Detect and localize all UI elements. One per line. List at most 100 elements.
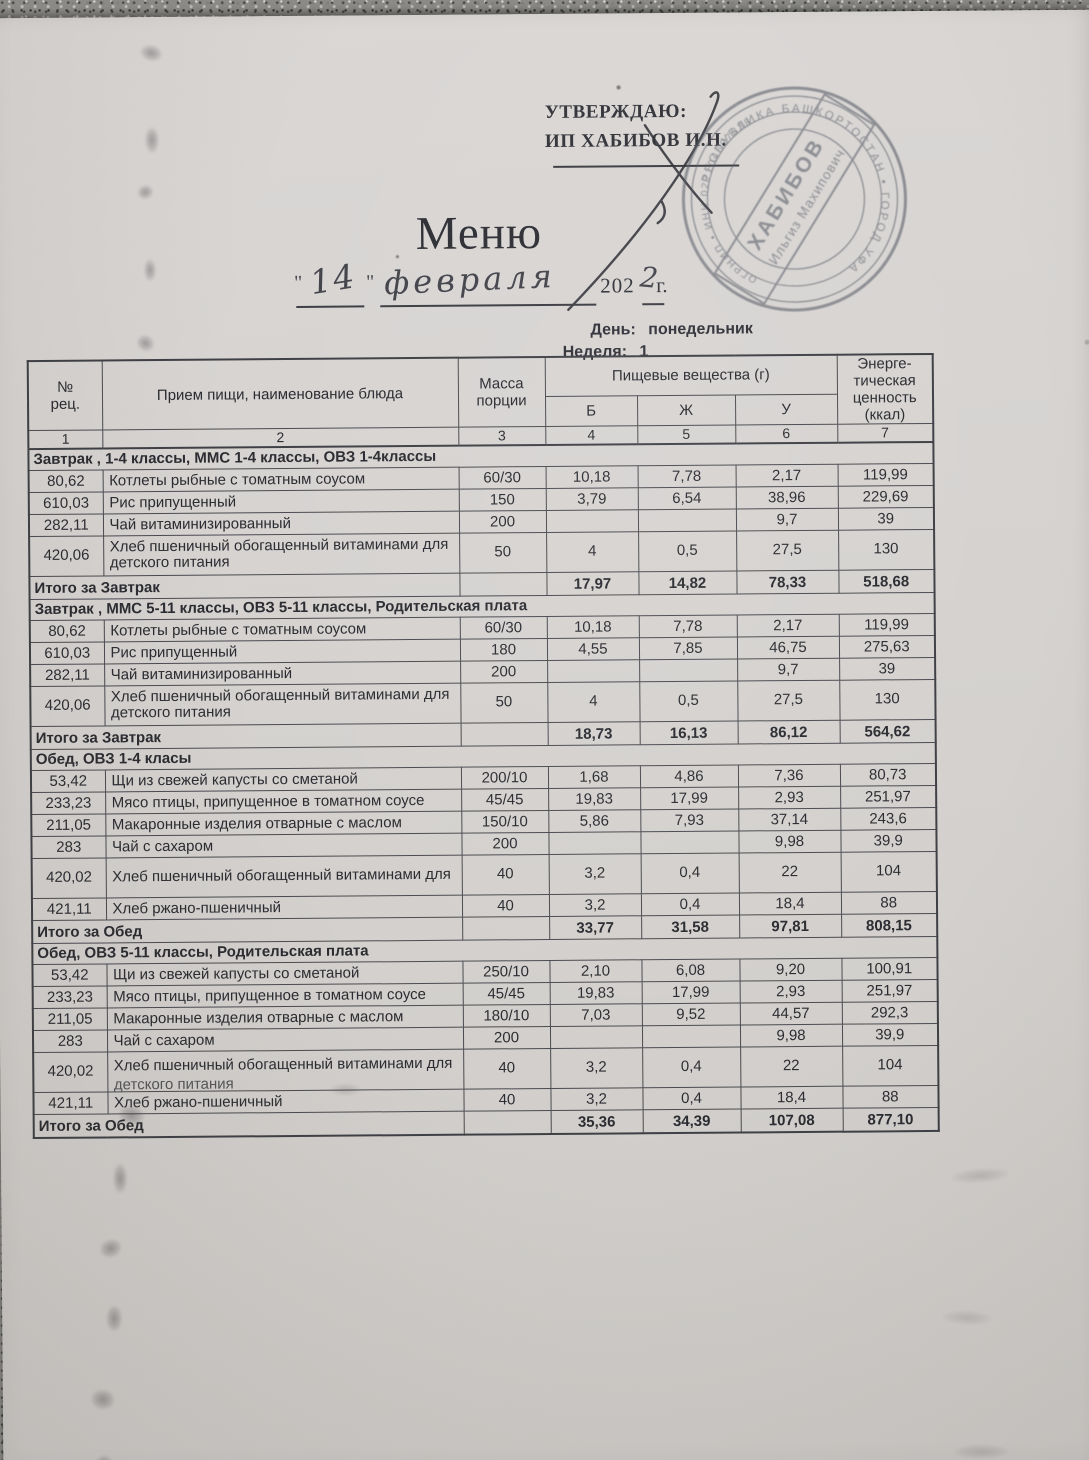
cell-zh: 7,78 [637, 465, 736, 488]
total-b: 33,77 [549, 915, 642, 940]
cell-dish: Щи из свежей капусты со сметаной [104, 767, 462, 792]
cell-kcal: 104 [842, 1045, 939, 1087]
dish-name: Щи из свежей капусты со сметаной [111, 770, 358, 790]
cell-zh: 7,78 [638, 615, 737, 638]
col-number: 4 [545, 425, 638, 446]
cell-b: 4,55 [546, 637, 640, 661]
cell-b: 2,10 [549, 959, 642, 983]
cell-dish: Рис припущенный [102, 489, 459, 514]
cell-zh: 0,5 [639, 681, 738, 722]
cell-kcal: 251,97 [841, 979, 938, 1003]
menu-dish-row: 420,06 Хлеб пшеничный обогащенный витамин… [29, 529, 935, 577]
cell-num: 53,42 [32, 963, 107, 987]
cell-u: 2,93 [738, 786, 841, 810]
cell-b: 3,2 [550, 1047, 643, 1089]
col-number: 3 [458, 426, 546, 446]
cell-kcal: 100,91 [841, 957, 938, 981]
menu-dish-row: 420,06 Хлеб пшеничный обогащенный витамин… [30, 679, 936, 727]
day-week-block: День: понедельник Неделя: 1 [0, 318, 1083, 360]
cell-kcal: 104 [840, 851, 937, 893]
col-header-dish: Прием пищи, наименование блюда [101, 357, 459, 430]
cell-u: 2,17 [736, 614, 839, 638]
cell-kcal: 80,73 [839, 763, 937, 787]
cell-num: 233,23 [31, 791, 106, 815]
cell-num: 80,62 [28, 469, 103, 493]
cell-b: 1,68 [547, 765, 641, 789]
cell-zh: 0,4 [642, 1086, 741, 1110]
cell-num: 421,11 [33, 1091, 108, 1115]
dish-name: Рис припущенный [109, 493, 237, 512]
menu-dish-row: 420,02 Хлеб пшеничный обогащенный витамин… [31, 851, 937, 899]
cell-kcal: 251,97 [840, 785, 937, 809]
dish-name: Щи из свежей капусты со сметаной [112, 964, 360, 984]
cell-zh [640, 831, 739, 854]
cell-num: 420,02 [33, 1051, 108, 1093]
col-header-recipe-num: № рец. [27, 360, 103, 431]
cell-mass: 180/10 [462, 1004, 550, 1028]
dish-name: Макаронные изделия отварные с маслом [111, 814, 402, 834]
cell-zh [639, 659, 738, 682]
col-number: 7 [837, 423, 934, 443]
cell-dish: Хлеб ржано-пшеничный [105, 895, 463, 920]
dish-name-line2: детского питания [109, 552, 230, 571]
cell-u: 9,98 [739, 1024, 843, 1047]
cell-b: 3,79 [545, 487, 638, 511]
cell-zh [637, 509, 737, 532]
cell-mass: 200/10 [460, 766, 549, 790]
cell-kcal: 292,3 [841, 1001, 938, 1025]
total-kcal: 518,68 [838, 569, 935, 594]
cell-b [545, 509, 639, 533]
cell-u: 37,14 [738, 808, 841, 832]
cell-num: 211,05 [31, 813, 106, 837]
total-b: 17,97 [546, 571, 639, 596]
cell-u: 9,7 [737, 658, 840, 682]
cell-u: 2,17 [735, 464, 838, 488]
cell-kcal: 88 [840, 891, 938, 915]
menu-document-sheet: УТВЕРЖДАЮ: ИП ХАБИБОВ И.Н. РЕСПУБЛИКА БА… [0, 9, 1089, 1460]
total-zh: 34,39 [642, 1108, 741, 1134]
cell-zh: 17,99 [640, 787, 739, 810]
total-mass-empty [463, 1110, 551, 1135]
cell-u: 38,96 [735, 486, 838, 510]
col-header-fat: Ж [636, 394, 736, 426]
cell-mass: 200 [460, 660, 548, 684]
cell-zh: 9,52 [641, 1002, 740, 1026]
dish-name-line2: детского питания [110, 702, 231, 721]
year-suffix: г. [656, 273, 668, 298]
total-zh: 16,13 [639, 721, 738, 745]
cell-zh: 17,99 [641, 980, 740, 1004]
cell-kcal: 39,9 [841, 1023, 939, 1047]
dish-name: Котлеты рыбные с томатным соусом [109, 470, 366, 490]
cell-u: 22 [740, 1046, 843, 1087]
dish-name-line2: детского питания [113, 1074, 234, 1092]
cell-mass: 200 [458, 510, 547, 534]
cell-b: 4 [547, 681, 640, 723]
total-label: Итого за Обед [32, 917, 463, 944]
cell-kcal: 119,99 [837, 463, 934, 487]
cell-num: 610,03 [28, 491, 103, 515]
dish-name: Хлеб ржано-пшеничный [112, 899, 282, 918]
cell-b: 10,18 [545, 465, 638, 489]
cell-kcal: 130 [839, 679, 936, 721]
cell-u: 9,20 [739, 958, 842, 981]
cell-mass: 150/10 [461, 810, 549, 834]
date-underline-1 [296, 305, 365, 308]
cell-kcal: 39,9 [840, 829, 937, 853]
total-zh: 31,58 [641, 914, 740, 939]
close-quote: " [366, 271, 375, 294]
cell-dish: Макаронные изделия отварные с маслом [105, 811, 462, 836]
cell-mass: 250/10 [462, 960, 550, 984]
cell-zh: 6,54 [637, 487, 736, 510]
col-header-carbs: У [734, 393, 838, 426]
cell-b: 10,18 [546, 615, 639, 639]
cell-dish: Чай витаминизированный [102, 511, 460, 536]
cell-mass: 50 [460, 682, 548, 724]
cell-zh: 7,85 [638, 637, 738, 660]
cell-mass: 45/45 [462, 982, 550, 1006]
cell-dish: Щи из свежей капусты со сметаной [106, 961, 463, 986]
cell-zh: 0,4 [640, 853, 739, 894]
cell-num: 283 [31, 835, 106, 859]
dish-name: Чай витаминизированный [110, 665, 293, 684]
cell-b: 3,2 [548, 853, 641, 895]
